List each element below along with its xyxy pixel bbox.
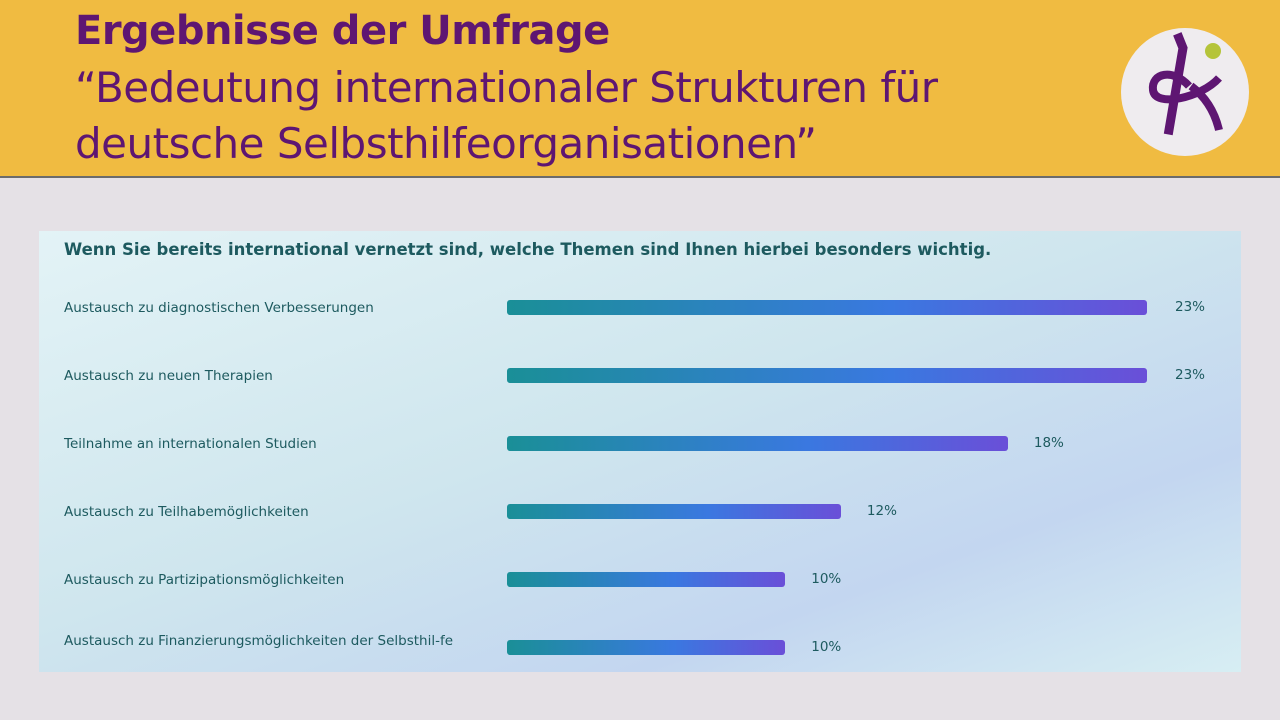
chart-row: Austausch zu neuen Therapien 23%	[39, 357, 1241, 397]
category-label: Austausch zu Partizipationsmöglichkeiten	[64, 572, 345, 588]
category-label: Austausch zu neuen Therapien	[64, 368, 273, 384]
category-label: Austausch zu Finanzierungsmöglichkeiten …	[64, 633, 454, 649]
bar	[507, 436, 1008, 451]
chart-row: Austausch zu diagnostischen Verbesserung…	[39, 289, 1241, 329]
chart-title: Wenn Sie bereits international vernetzt …	[64, 240, 992, 259]
bar	[507, 368, 1147, 383]
value-label: 18%	[1033, 435, 1064, 451]
chart-row: Austausch zu Teilhabemöglichkeiten 12%	[39, 493, 1241, 533]
chart-row: Austausch zu Finanzierungsmöglichkeiten …	[39, 629, 1241, 669]
bar	[507, 504, 841, 519]
value-label: 23%	[1175, 299, 1206, 315]
category-label: Teilnahme an internationalen Studien	[64, 436, 317, 452]
bar	[507, 640, 786, 655]
header: Ergebnisse der Umfrage “Bedeutung intern…	[0, 0, 1280, 178]
value-label: 10%	[811, 571, 842, 587]
category-label: Austausch zu Teilhabemöglichkeiten	[64, 504, 309, 520]
logo	[1121, 28, 1249, 156]
value-label: 23%	[1175, 367, 1206, 383]
page-subtitle: “Bedeutung internationaler Strukturen fü…	[75, 63, 938, 168]
bar	[507, 572, 786, 587]
value-label: 10%	[811, 639, 842, 655]
chart-panel: Wenn Sie bereits international vernetzt …	[39, 231, 1241, 672]
chart-row: Teilnahme an internationalen Studien 18%	[39, 425, 1241, 465]
logo-icon	[1149, 32, 1223, 136]
chart-row: Austausch zu Partizipationsmöglichkeiten…	[39, 561, 1241, 601]
value-label: 12%	[866, 503, 897, 519]
category-label: Austausch zu diagnostischen Verbesserung…	[64, 300, 374, 316]
page-title: Ergebnisse der Umfrage	[75, 8, 610, 54]
bar	[507, 300, 1147, 315]
